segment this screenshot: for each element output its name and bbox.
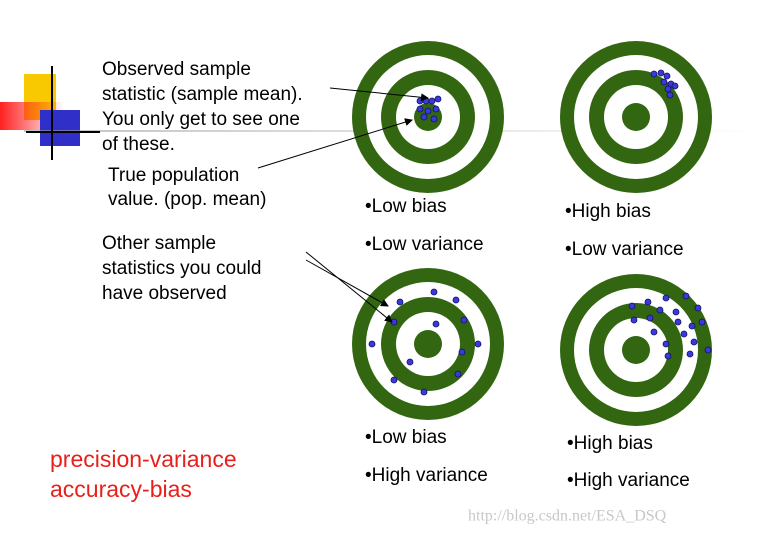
target-label: •Low variance (565, 239, 684, 260)
footer-line: accuracy-bias (50, 476, 192, 502)
watermark: http://blog.csdn.net/ESA_DSQ (468, 508, 667, 525)
annotation-line: statistic (sample mean). (102, 84, 303, 105)
target-label: •High variance (365, 465, 488, 486)
footer-line: precision-variance (50, 446, 237, 472)
annotation-line: statistics you could (102, 258, 261, 279)
target-label: •Low bias (365, 427, 447, 448)
annotation-line: value. (pop. mean) (108, 189, 266, 210)
target-label: •High bias (567, 433, 653, 454)
annotation-line: You only get to see one (102, 109, 300, 130)
annotation-line: True population (108, 165, 239, 186)
target-high-bias-low-variance (560, 41, 712, 193)
target-high-bias-high-variance (560, 274, 712, 426)
target-label: •High variance (567, 470, 690, 491)
annotation-line: Other sample (102, 233, 216, 254)
target-low-bias-high-variance (352, 268, 504, 420)
annotation-line: Observed sample (102, 59, 251, 80)
arrows (257, 87, 429, 323)
annotation-line: of these. (102, 134, 175, 155)
annotation-line: have observed (102, 283, 227, 304)
target-label: •Low bias (365, 196, 447, 217)
target-low-bias-low-variance (352, 41, 504, 193)
target-label: •High bias (565, 201, 651, 222)
target-label: •Low variance (365, 234, 484, 255)
